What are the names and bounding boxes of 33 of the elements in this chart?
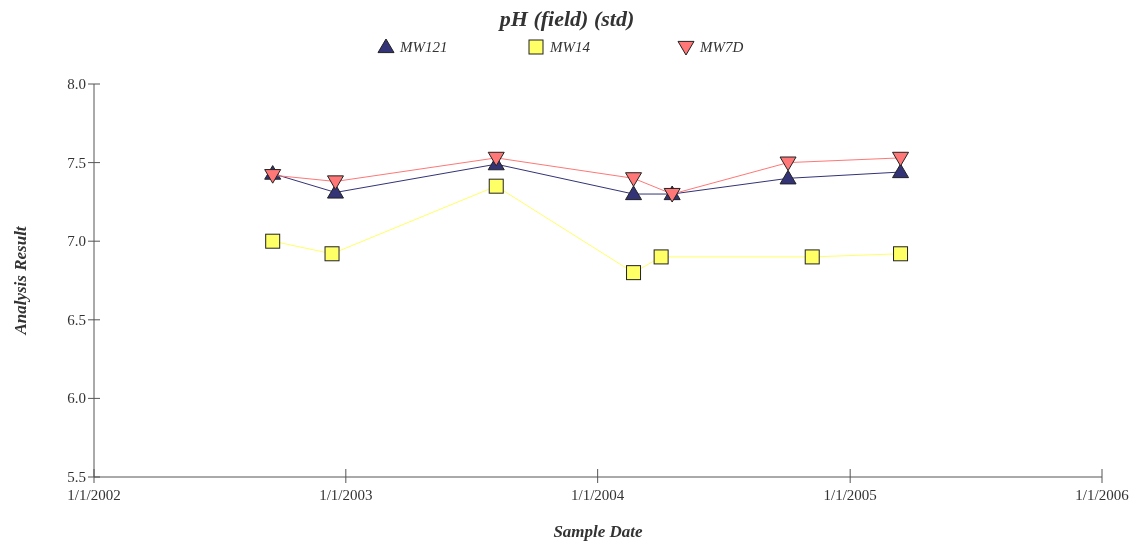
y-tick-label: 5.5 — [67, 469, 86, 485]
point — [324, 246, 340, 262]
x-tick-label: 1/1/2005 — [823, 487, 877, 503]
x-tick-label: 1/1/2002 — [67, 487, 121, 503]
point — [487, 151, 505, 167]
legend-label: MW7D — [699, 39, 744, 55]
y-tick-label: 6.0 — [67, 390, 86, 407]
y-tick-label: 7.5 — [67, 154, 86, 171]
x-tick-label: 1/1/2003 — [319, 487, 373, 503]
point — [653, 249, 669, 265]
point — [626, 265, 642, 281]
point — [804, 249, 820, 265]
y-tick-label: 7.0 — [67, 233, 86, 250]
point — [625, 172, 643, 187]
point — [326, 175, 344, 190]
point — [625, 185, 643, 201]
point — [779, 169, 797, 185]
x-tick-label: 1/1/2006 — [1075, 487, 1130, 503]
point — [265, 233, 281, 249]
point — [893, 246, 909, 262]
point — [488, 178, 504, 194]
point — [264, 169, 282, 184]
x-tick-label: 1/1/2004 — [570, 487, 625, 503]
chart-title: pH (field) (std) — [497, 6, 635, 31]
x-axis-title: Sample Date — [553, 522, 644, 541]
point — [892, 151, 910, 167]
y-tick-label: 8.0 — [67, 76, 86, 92]
point — [779, 156, 797, 172]
y-tick-label: 6.5 — [67, 311, 86, 328]
y-axis-title: Analysis Result — [11, 225, 30, 336]
legend-label: MW121 — [399, 39, 448, 55]
legend-label: MW14 — [549, 39, 591, 55]
point — [892, 163, 910, 179]
